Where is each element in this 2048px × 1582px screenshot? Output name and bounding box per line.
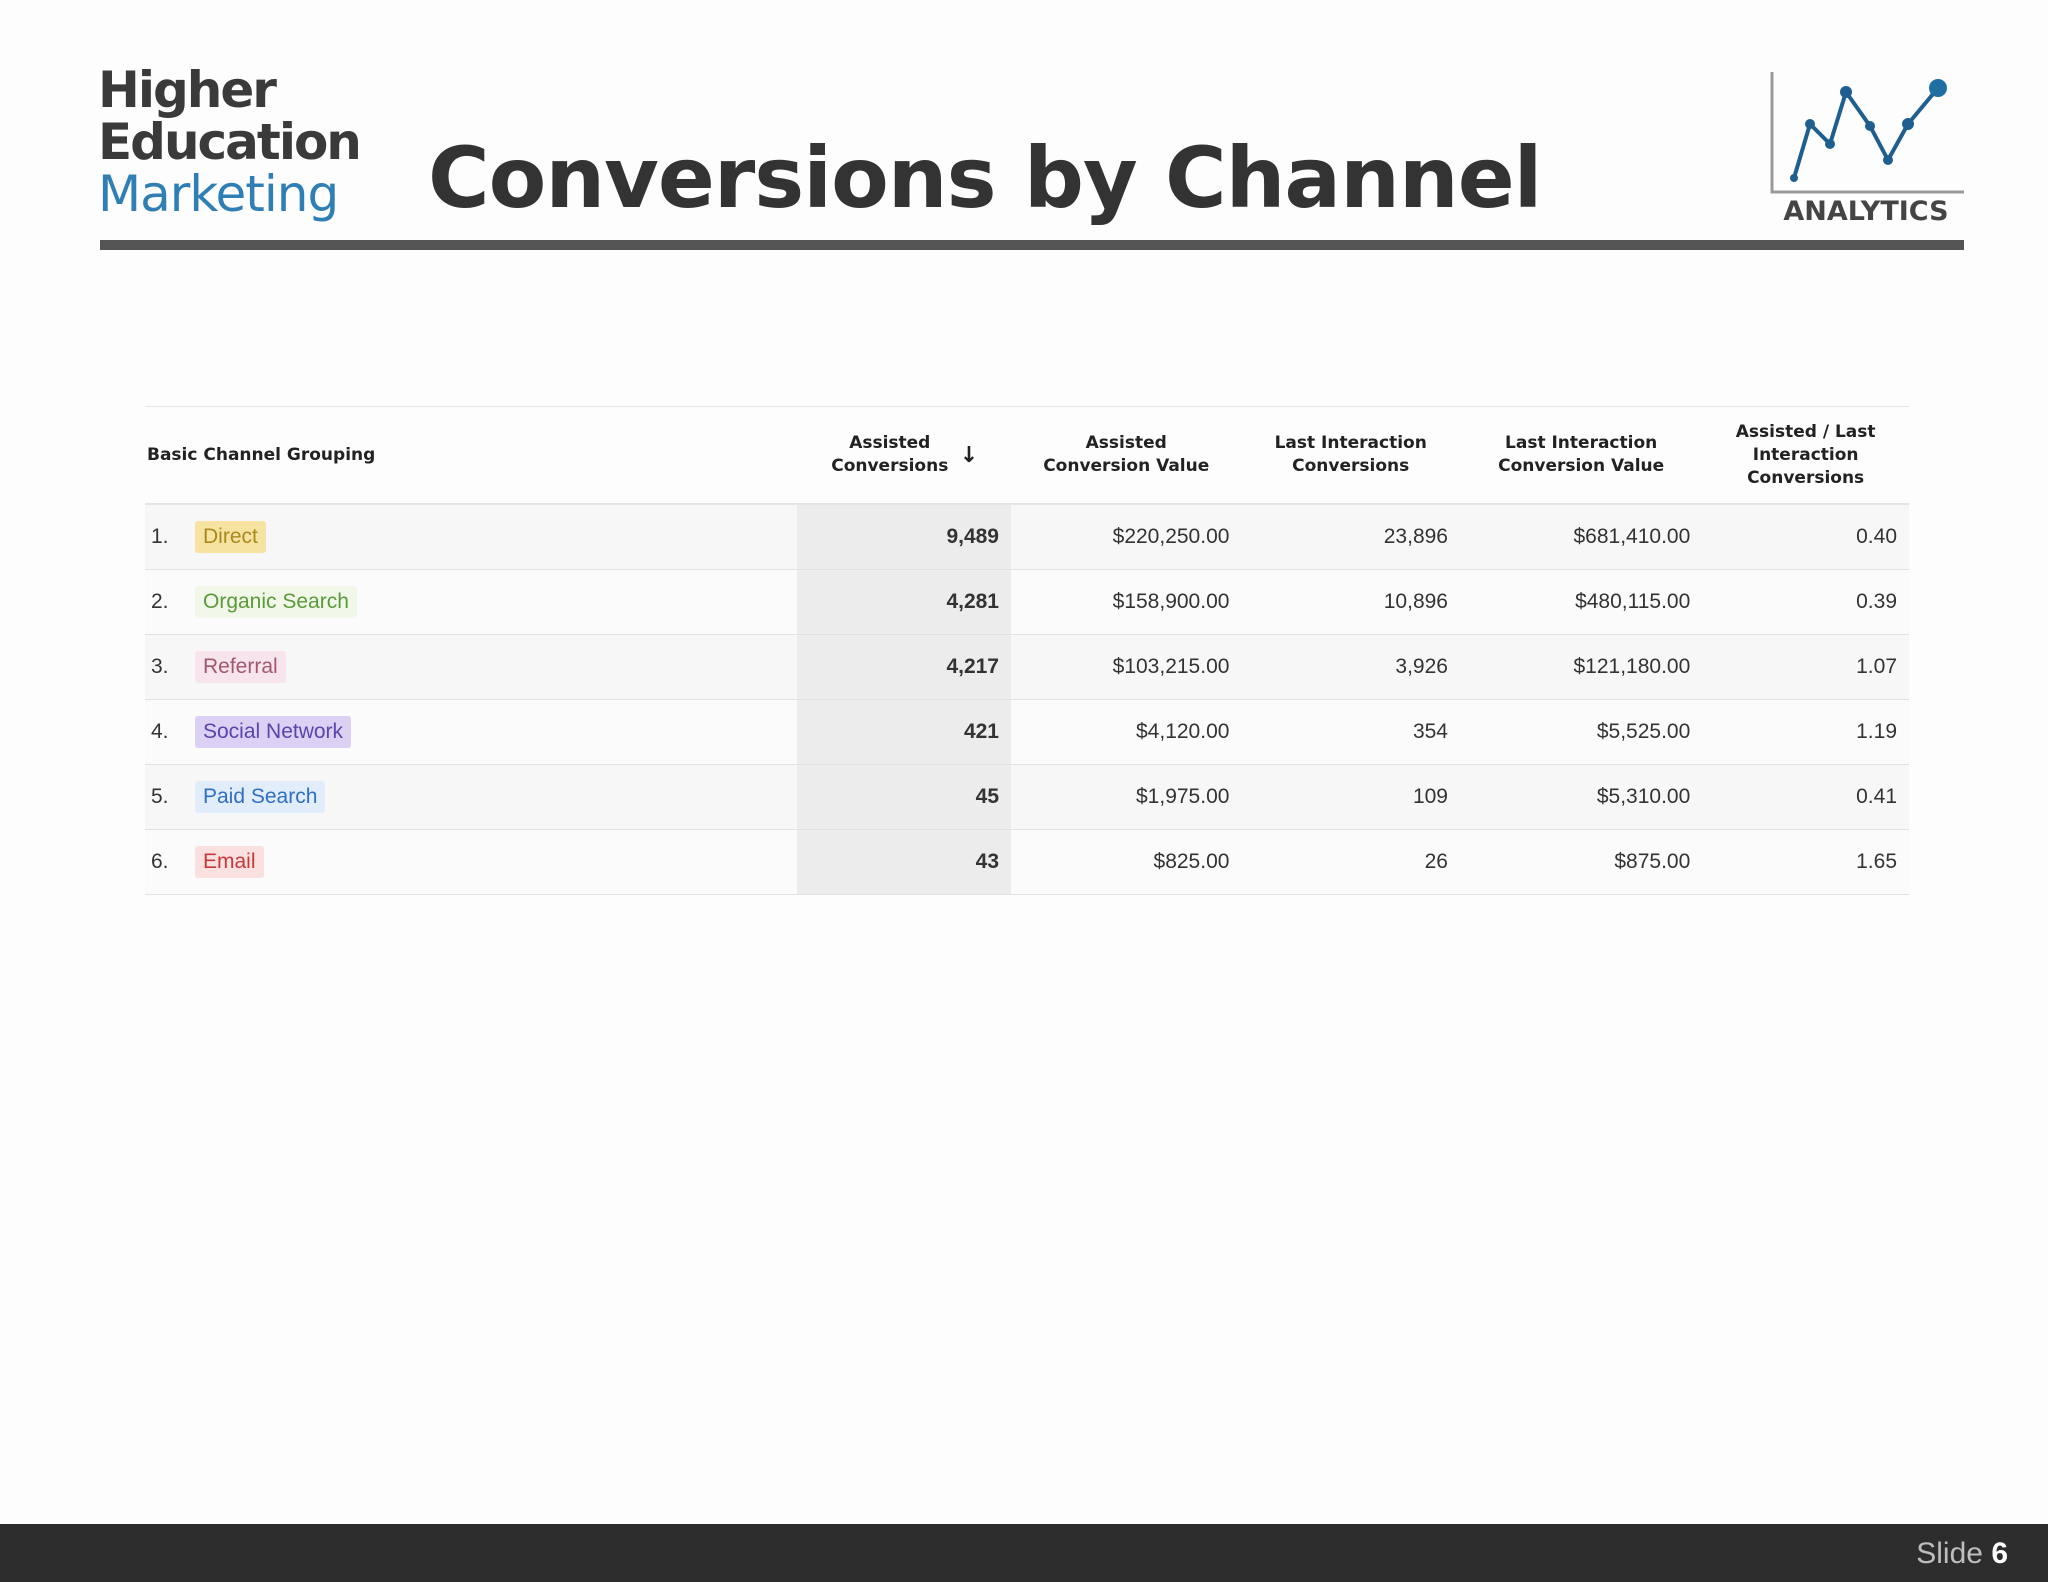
- footer-bar: Slide 6: [0, 1524, 2048, 1582]
- row-channel: Email: [195, 829, 797, 895]
- brand-line-1: Higher: [98, 61, 277, 119]
- table-row: 1. Direct 9,489 $220,250.00 23,896 $681,410.0…: [145, 504, 1909, 570]
- row-channel: Social Network: [195, 699, 797, 765]
- table-row: 6. Email 43 $825.00 26 $875.00 1.65: [145, 829, 1909, 895]
- slide-number: Slide 6: [1916, 1534, 2008, 1574]
- row-channel: Organic Search: [195, 569, 797, 635]
- row-assisted-conversion-value: $220,250.00: [1011, 504, 1242, 570]
- header-divider: [100, 240, 1964, 250]
- row-rank: 6.: [145, 829, 195, 895]
- header-label: Last Interaction Conversion Value: [1498, 433, 1665, 476]
- header-assisted-last-ratio[interactable]: Assisted / Last Interaction Conversions: [1702, 406, 1909, 505]
- row-assisted-conversion-value: $4,120.00: [1011, 699, 1242, 765]
- table-row: 5. Paid Search 45 $1,975.00 109 $5,310.00 0.41: [145, 764, 1909, 830]
- row-assisted-conversions: 9,489: [797, 504, 1011, 570]
- brand-logo: Higher Education Marketing: [98, 61, 362, 223]
- row-last-interaction-conversion-value: $5,525.00: [1459, 699, 1703, 765]
- channel-link[interactable]: Social Network: [195, 716, 352, 748]
- analytics-label: ANALYTICS: [1783, 196, 1949, 227]
- channel-link[interactable]: Paid Search: [195, 781, 326, 813]
- row-assisted-conversions: 43: [797, 829, 1011, 895]
- row-assisted-last-ratio: 1.19: [1702, 699, 1909, 765]
- row-assisted-conversions: 4,281: [797, 569, 1011, 635]
- arrow-down-icon: ↓: [959, 442, 979, 468]
- analytics-chart-icon: [1770, 72, 1964, 194]
- channel-table: Basic Channel Grouping Assisted Conversi…: [145, 406, 1909, 895]
- header-last-interaction-conversions[interactable]: Last Interaction Conversions: [1241, 406, 1460, 505]
- row-rank: 5.: [145, 764, 195, 830]
- row-assisted-conversion-value: $103,215.00: [1011, 634, 1242, 700]
- row-assisted-conversions: 4,217: [797, 634, 1011, 700]
- channel-link[interactable]: Direct: [195, 521, 266, 553]
- row-assisted-conversion-value: $158,900.00: [1011, 569, 1242, 635]
- brand-line-2: Education: [98, 113, 362, 171]
- row-channel: Direct: [195, 504, 797, 570]
- row-assisted-last-ratio: 1.65: [1702, 829, 1909, 895]
- row-last-interaction-conversions: 3,926: [1241, 634, 1460, 700]
- brand-line-3: Marketing: [98, 165, 339, 223]
- row-rank: 2.: [145, 569, 195, 635]
- header-assisted-conversion-value[interactable]: Assisted Conversion Value: [1011, 406, 1242, 505]
- row-channel: Referral: [195, 634, 797, 700]
- row-assisted-last-ratio: 0.40: [1702, 504, 1909, 570]
- slide-number-value: 6: [1991, 1537, 2008, 1570]
- header-channel-grouping[interactable]: Basic Channel Grouping: [145, 406, 797, 505]
- row-last-interaction-conversion-value: $480,115.00: [1459, 569, 1703, 635]
- row-last-interaction-conversions: 109: [1241, 764, 1460, 830]
- row-rank: 1.: [145, 504, 195, 570]
- row-last-interaction-conversion-value: $121,180.00: [1459, 634, 1703, 700]
- row-assisted-last-ratio: 1.07: [1702, 634, 1909, 700]
- channel-link[interactable]: Email: [195, 846, 264, 878]
- header-last-interaction-conversion-value[interactable]: Last Interaction Conversion Value: [1459, 406, 1703, 505]
- row-last-interaction-conversions: 26: [1241, 829, 1460, 895]
- row-rank: 4.: [145, 699, 195, 765]
- header-label: Assisted Conversion Value: [1043, 433, 1210, 476]
- table-header-row: Basic Channel Grouping Assisted Conversi…: [145, 406, 1909, 505]
- header-assisted-conversions[interactable]: Assisted Conversions ↓: [797, 406, 1011, 505]
- page-title: Conversions by Channel: [428, 129, 1542, 227]
- row-last-interaction-conversions: 10,896: [1241, 569, 1460, 635]
- row-assisted-conversion-value: $1,975.00: [1011, 764, 1242, 830]
- row-channel: Paid Search: [195, 764, 797, 830]
- slide-label: Slide: [1916, 1537, 1983, 1570]
- row-assisted-last-ratio: 0.41: [1702, 764, 1909, 830]
- channel-link[interactable]: Referral: [195, 651, 286, 683]
- row-assisted-conversions: 421: [797, 699, 1011, 765]
- row-last-interaction-conversions: 23,896: [1241, 504, 1460, 570]
- header-label: Assisted / Last Interaction Conversions: [1735, 421, 1876, 488]
- table-row: 4. Social Network 421 $4,120.00 354 $5,525.00…: [145, 699, 1909, 765]
- table-row: 3. Referral 4,217 $103,215.00 3,926 $121,180.…: [145, 634, 1909, 700]
- row-last-interaction-conversion-value: $681,410.00: [1459, 504, 1703, 570]
- table-row: 2. Organic Search 4,281 $158,900.00 10,896 $4…: [145, 569, 1909, 635]
- row-assisted-conversions: 45: [797, 764, 1011, 830]
- row-last-interaction-conversion-value: $875.00: [1459, 829, 1703, 895]
- row-assisted-conversion-value: $825.00: [1011, 829, 1242, 895]
- header-label: Assisted Conversions: [831, 433, 949, 476]
- row-assisted-last-ratio: 0.39: [1702, 569, 1909, 635]
- row-last-interaction-conversions: 354: [1241, 699, 1460, 765]
- header-label: Last Interaction Conversions: [1274, 433, 1427, 476]
- row-rank: 3.: [145, 634, 195, 700]
- row-last-interaction-conversion-value: $5,310.00: [1459, 764, 1703, 830]
- channel-link[interactable]: Organic Search: [195, 586, 357, 618]
